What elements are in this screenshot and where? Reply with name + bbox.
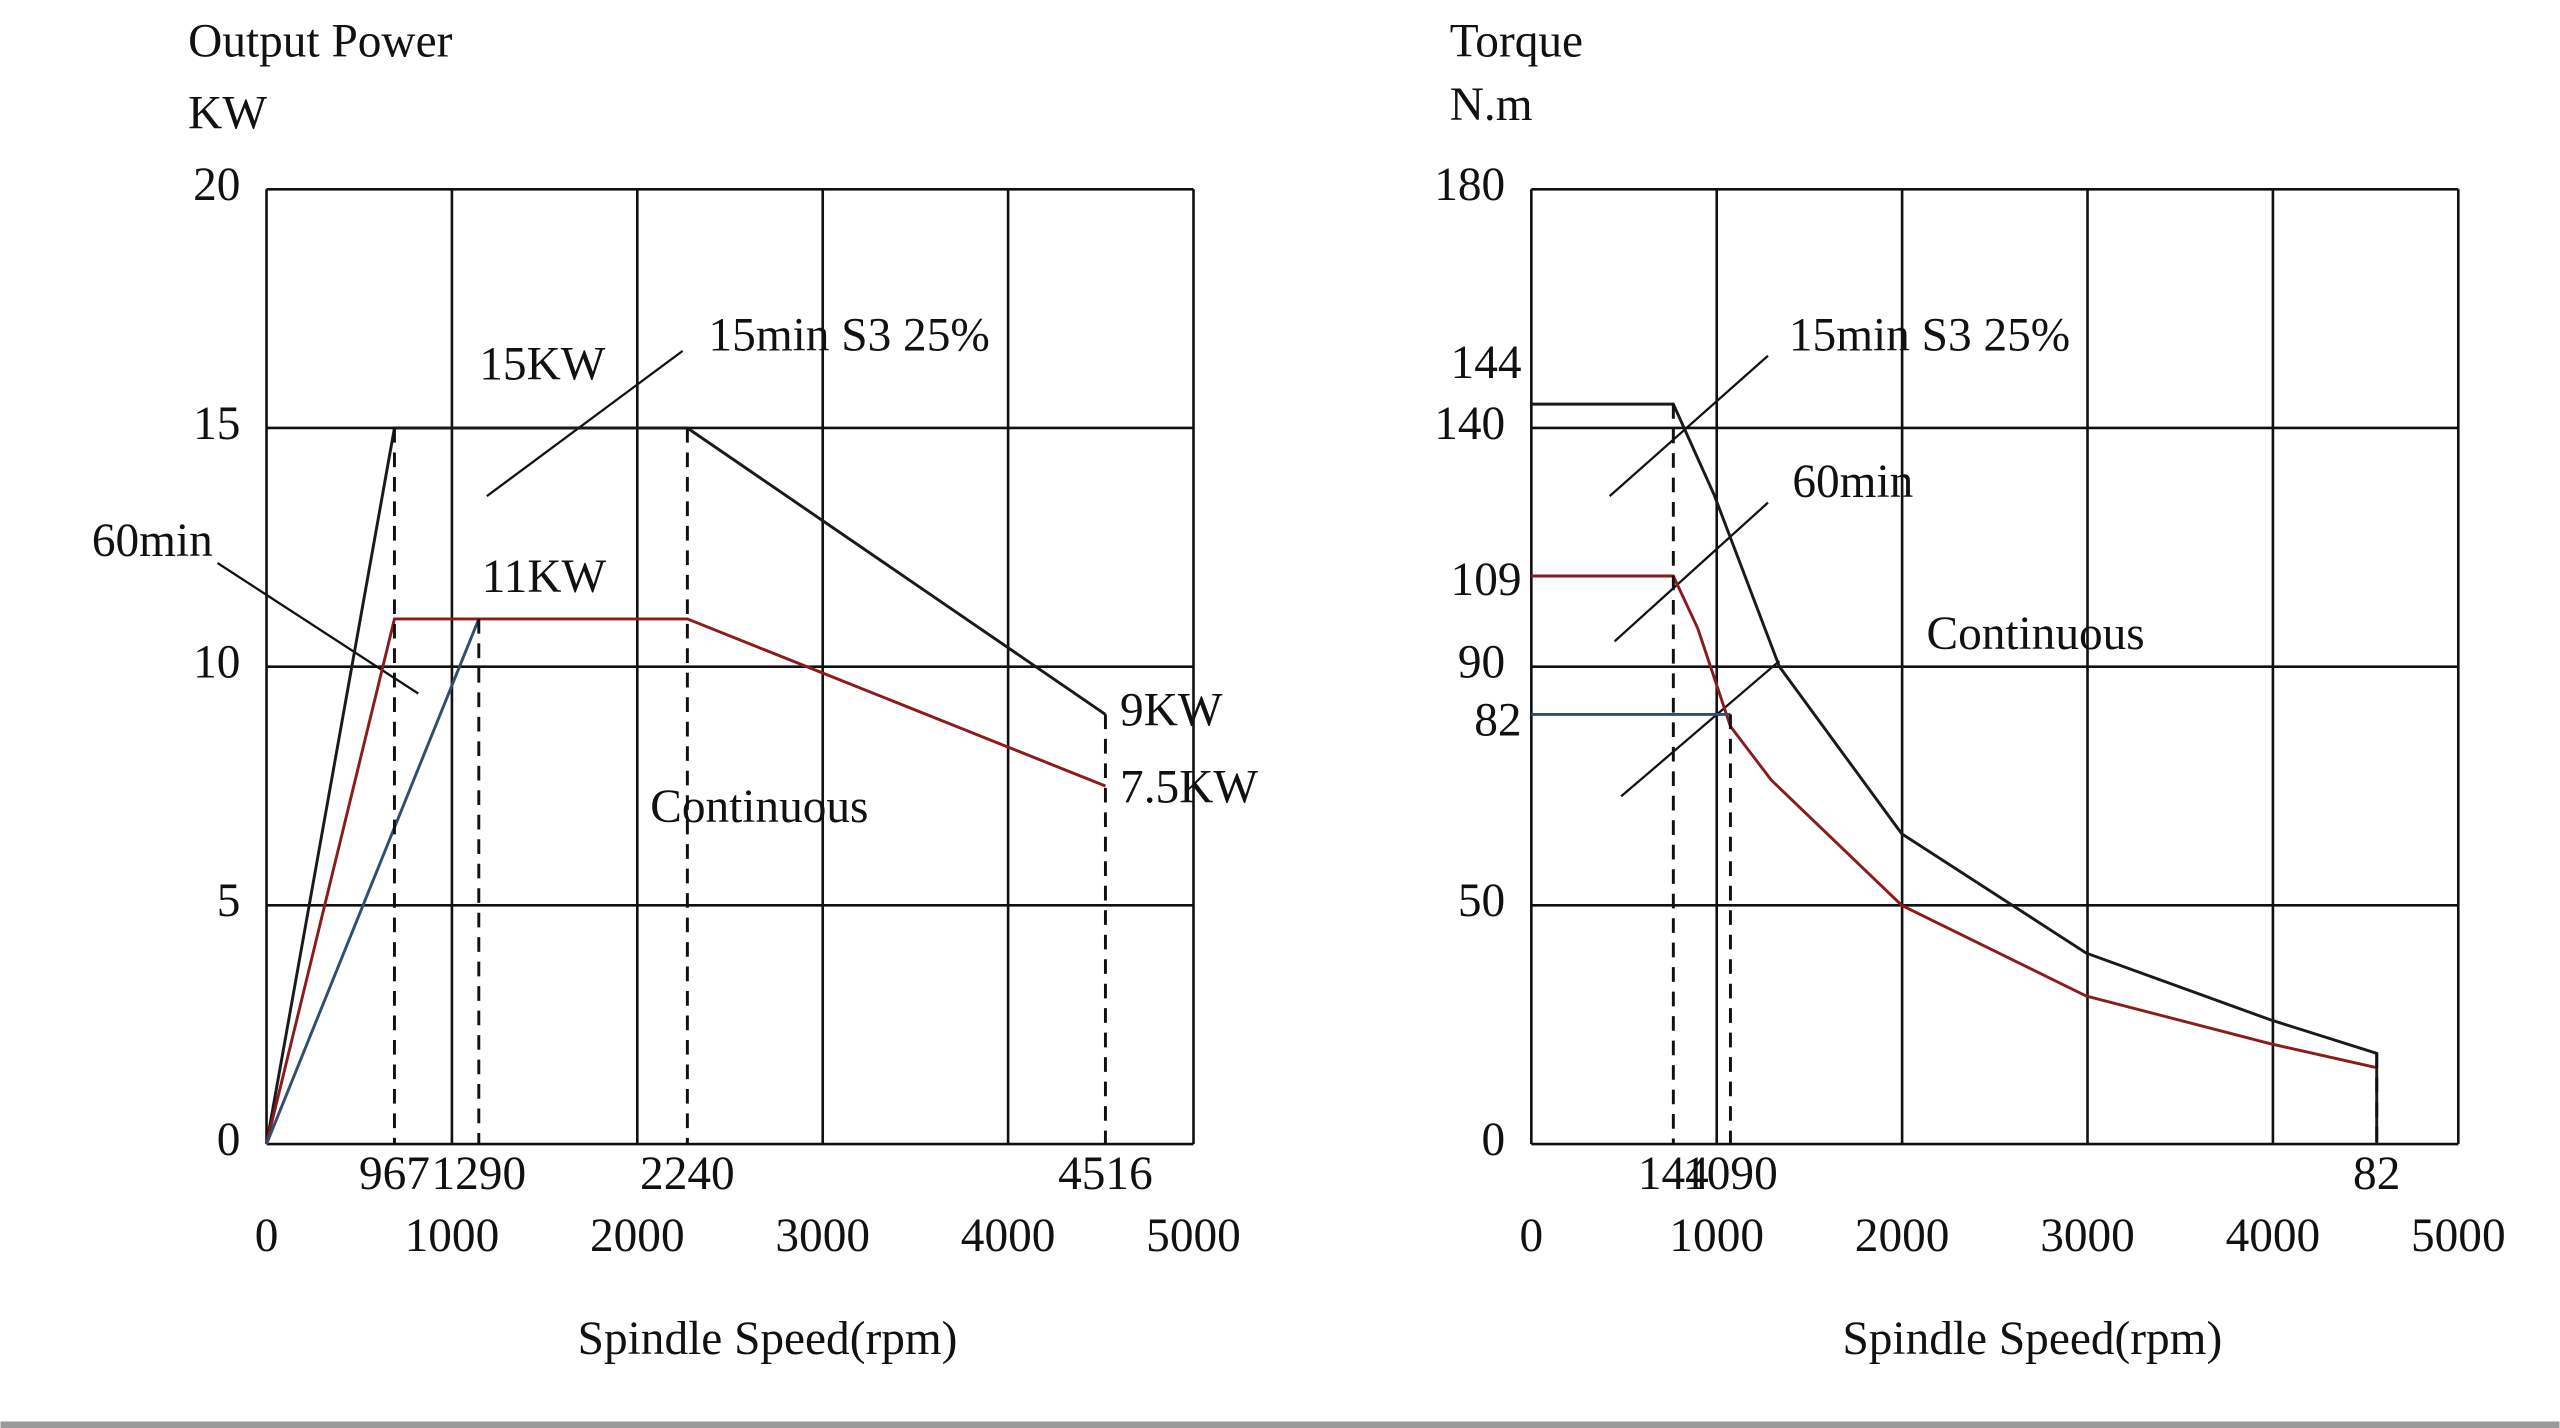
annotation: 15KW <box>479 339 605 391</box>
y-tick-label: 180 <box>1434 159 1505 211</box>
y-tick-label: 90 <box>1458 637 1505 689</box>
marker-label: 4516 <box>1058 1148 1153 1200</box>
y-tick-label: 10 <box>193 637 240 689</box>
x-tick-label: 2000 <box>1855 1210 1950 1262</box>
x-tick-label: 5000 <box>1146 1210 1241 1262</box>
level-label: 144 <box>1451 337 1522 389</box>
series-label: 15min S3 25% <box>709 309 990 361</box>
x-axis-title: Spindle Speed(rpm) <box>578 1313 958 1365</box>
x-tick-label: 3000 <box>2040 1210 2135 1262</box>
annotation: 9KW <box>1120 685 1223 737</box>
series-label: 60min <box>92 515 213 567</box>
leader-line <box>1620 660 1781 798</box>
series-label: 60min <box>1792 456 1913 508</box>
x-tick-label: 2000 <box>590 1210 685 1262</box>
y-tick-label: 20 <box>193 159 240 211</box>
y-axis-title: Output Power <box>188 16 452 68</box>
series-line <box>265 617 1106 1145</box>
marker-label: 82 <box>2353 1148 2400 1200</box>
x-tick-label: 1000 <box>1669 1210 1764 1262</box>
series-line <box>265 618 481 1145</box>
y-axis-title: Torque <box>1450 16 1583 68</box>
x-tick-label: 4000 <box>961 1210 1056 1262</box>
y-tick-label: 15 <box>193 398 240 450</box>
y-tick-label: 50 <box>1458 875 1505 927</box>
series-line <box>1531 574 2378 1070</box>
leader-line <box>1613 501 1769 643</box>
marker-label: 967 <box>359 1148 430 1200</box>
series-label: Continuous <box>1927 608 2145 660</box>
marker-label: 2240 <box>640 1148 735 1200</box>
bottom-rule <box>0 1421 2560 1428</box>
x-tick-label: 1000 <box>405 1210 500 1262</box>
level-label: 82 <box>1474 694 1521 746</box>
x-tick-label: 4000 <box>2226 1210 2321 1262</box>
x-tick-label: 0 <box>1519 1210 1543 1262</box>
series-line <box>265 426 1107 1145</box>
level-label: 109 <box>1451 554 1522 606</box>
y-axis-unit: KW <box>188 87 267 139</box>
y-tick-label: 0 <box>217 1114 241 1166</box>
y-tick-label: 5 <box>217 875 241 927</box>
annotation: 11KW <box>482 551 607 603</box>
y-tick-label: 140 <box>1434 398 1505 450</box>
leader-line <box>486 349 684 498</box>
marker-label: 144 <box>1638 1148 1709 1200</box>
x-tick-label: 5000 <box>2411 1210 2506 1262</box>
leader-line <box>1608 354 1769 497</box>
leader-line <box>216 562 419 695</box>
marker-label: 1090 <box>1683 1148 1778 1200</box>
series-line <box>1531 402 2379 1145</box>
y-axis-unit: N.m <box>1450 79 1533 131</box>
series-label: Continuous <box>650 781 868 833</box>
series-label: 15min S3 25% <box>1789 309 2070 361</box>
x-tick-label: 3000 <box>775 1210 870 1262</box>
y-tick-label: 0 <box>1482 1114 1506 1166</box>
x-axis-title: Spindle Speed(rpm) <box>1842 1313 2222 1365</box>
marker-label: 1290 <box>431 1148 526 1200</box>
x-tick-label: 0 <box>255 1210 279 1262</box>
annotation: 7.5KW <box>1120 761 1258 813</box>
